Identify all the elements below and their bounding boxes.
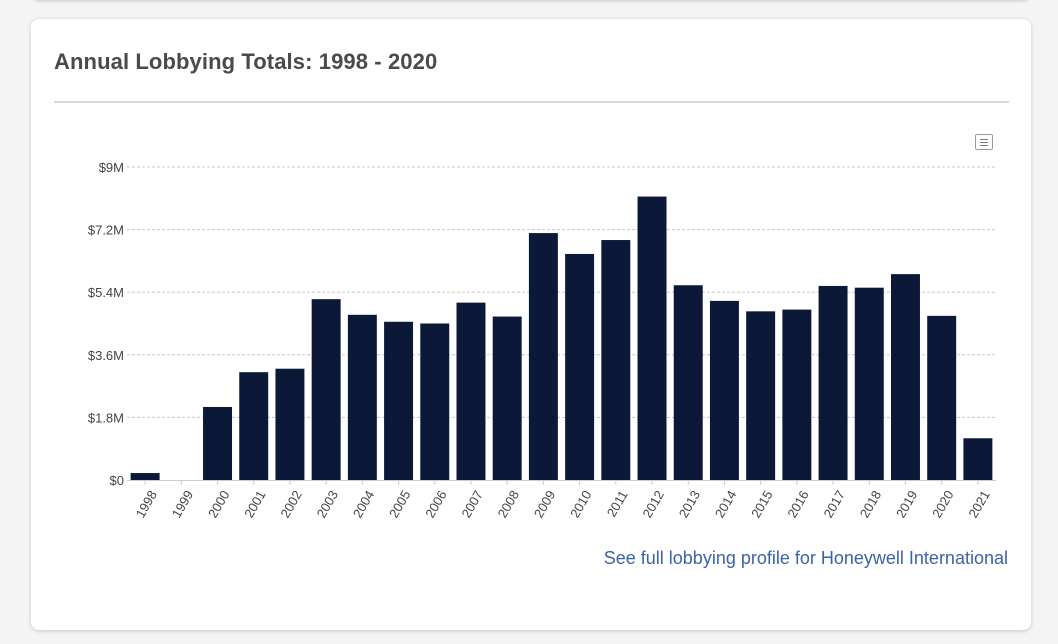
x-tick-label: 2021 <box>965 488 992 521</box>
bar-2013[interactable] <box>673 285 703 480</box>
x-tick-label: 1998 <box>133 488 160 521</box>
bar-2017[interactable] <box>818 285 848 480</box>
x-tick-label: 2012 <box>639 488 666 521</box>
bar-2018[interactable] <box>854 287 884 480</box>
x-tick-label: 2017 <box>821 488 848 521</box>
y-tick-label: $5.4M <box>88 285 124 300</box>
bar-2001[interactable] <box>239 372 269 480</box>
bar-2003[interactable] <box>311 299 341 480</box>
x-tick-label: 2011 <box>604 488 631 520</box>
bar-2019[interactable] <box>890 274 920 480</box>
hamburger-menu-icon[interactable] <box>975 134 993 150</box>
y-tick-label: $0 <box>110 473 124 488</box>
bar-2000[interactable] <box>203 406 233 480</box>
x-tick-label: 2001 <box>241 488 268 521</box>
lobbying-totals-card: Annual Lobbying Totals: 1998 - 2020 $0 $1… <box>31 19 1031 630</box>
full-profile-link[interactable]: See full lobbying profile for Honeywell … <box>603 548 1008 568</box>
y-tick-label: $3.6M <box>88 348 124 363</box>
y-tick-label: $9M <box>99 160 124 175</box>
bar-2002[interactable] <box>275 368 305 480</box>
bar-2016[interactable] <box>782 309 812 480</box>
bar-chart: $0 $1.8M $3.6M $5.4M $7.2M $9M 1998 1999 2000 200… <box>88 160 996 521</box>
bar-2006[interactable] <box>420 323 450 481</box>
x-tick-label: 2010 <box>567 488 594 521</box>
x-tick-label: 2003 <box>314 488 341 521</box>
x-tick-label: 2013 <box>676 488 703 521</box>
title-divider <box>54 101 1009 103</box>
y-tick-label: $7.2M <box>88 223 124 238</box>
x-tick-label: 2000 <box>205 488 232 521</box>
x-tick-label: 2004 <box>350 488 377 521</box>
x-tick-label: 2006 <box>422 488 449 521</box>
bar-2007[interactable] <box>456 302 486 480</box>
x-tick-label: 2007 <box>458 488 485 521</box>
x-tick-label: 2002 <box>277 488 304 521</box>
x-tick-label: 2009 <box>531 488 558 521</box>
bar-2021[interactable] <box>963 438 993 480</box>
card-title: Annual Lobbying Totals: 1998 - 2020 <box>54 49 438 74</box>
x-tick-label: 2005 <box>386 488 413 521</box>
bar-2015[interactable] <box>746 311 776 480</box>
y-tick-label: $1.8M <box>88 410 124 425</box>
bar-2012[interactable] <box>637 196 667 481</box>
x-tick-label: 2019 <box>893 488 920 521</box>
x-tick-label: 2008 <box>495 488 522 521</box>
bar-2005[interactable] <box>384 321 414 480</box>
bar-2008[interactable] <box>492 316 522 480</box>
bar-2010[interactable] <box>565 253 595 480</box>
x-tick-label: 2016 <box>784 488 811 521</box>
bar-1998[interactable] <box>130 473 160 480</box>
bar-2020[interactable] <box>927 315 957 480</box>
x-tick-label: 2020 <box>929 488 956 521</box>
x-tick-label: 1999 <box>169 488 196 521</box>
x-tick-label: 2014 <box>712 488 739 521</box>
x-tick-label: 2018 <box>857 488 884 521</box>
bar-2009[interactable] <box>528 233 558 480</box>
x-tick-label: 2015 <box>748 488 775 521</box>
bar-2011[interactable] <box>601 240 631 480</box>
bar-2014[interactable] <box>709 300 739 480</box>
bar-2004[interactable] <box>347 314 377 480</box>
